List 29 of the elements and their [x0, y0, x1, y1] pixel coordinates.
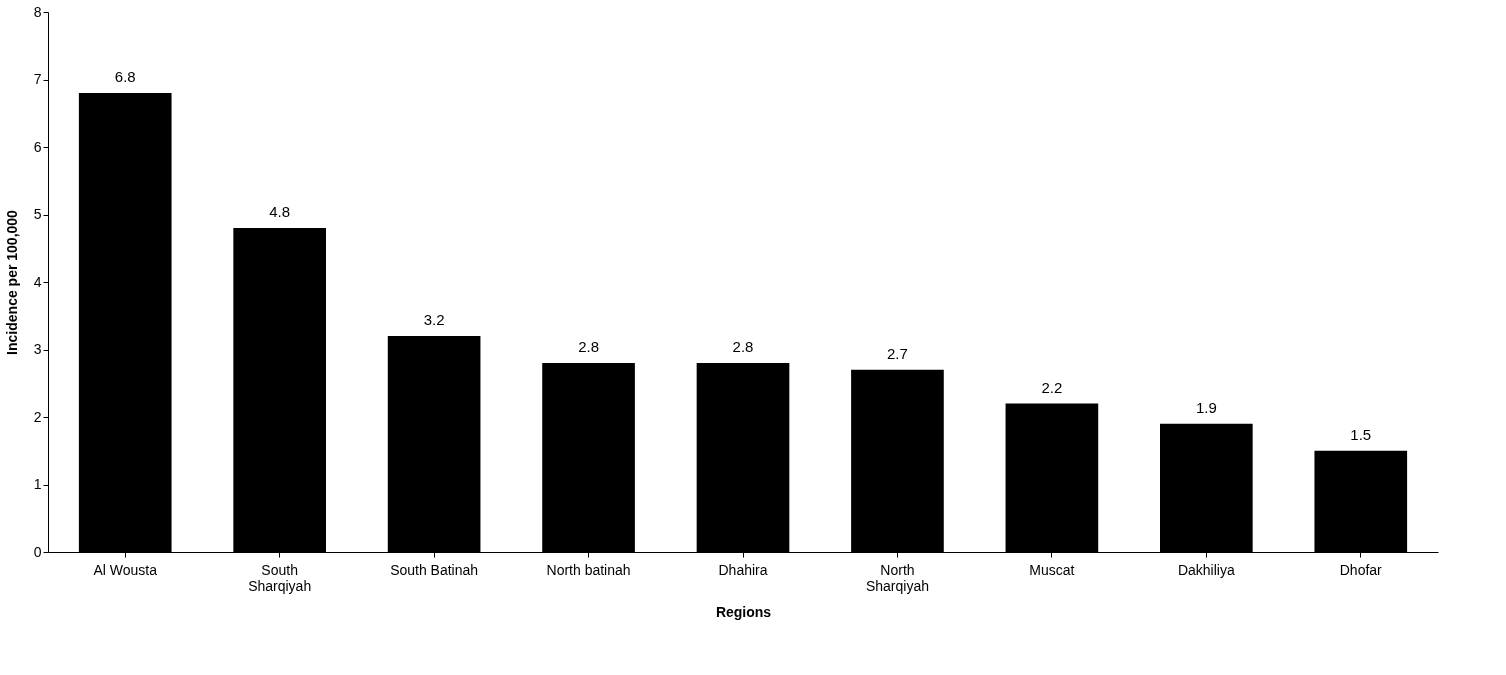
x-tick-label: Dhofar [1339, 561, 1383, 578]
y-tick-label: 8 [33, 3, 42, 20]
x-tick-label: Muscat [1029, 561, 1075, 578]
y-axis-title: Incidence per 100,000 [3, 209, 20, 355]
y-tick-label: 2 [33, 408, 42, 425]
data-label: 2.8 [732, 338, 754, 355]
y-tick-label: 6 [33, 138, 42, 155]
data-label: 4.8 [269, 203, 291, 220]
x-tick-label: South Sharqiyah [248, 561, 312, 594]
data-label: 1.9 [1195, 398, 1217, 416]
y-tick-label: 3 [33, 341, 42, 357]
x-tick-label: Dakhiliya [1177, 561, 1235, 578]
x-tick-label: Al Wousta [93, 561, 158, 578]
data-label: 6.8 [114, 68, 136, 85]
y-tick-label: 1 [33, 476, 42, 492]
x-tick-label: North batinah [546, 561, 631, 578]
x-axis-title: Regions [715, 603, 772, 620]
x-tick-label: South Batinah [390, 561, 479, 578]
y-tick-label: 7 [33, 71, 42, 87]
data-label: 1.5 [1350, 425, 1372, 443]
x-tick-label: Dhahira [718, 561, 768, 578]
data-label: 2.7 [887, 344, 908, 362]
x-tick-label: North Sharqiyah [865, 561, 929, 594]
y-tick-label: 4 [33, 273, 42, 290]
data-label: 3.2 [423, 311, 445, 328]
data-label: 2.8 [578, 338, 599, 355]
y-tick-label: 0 [33, 543, 42, 560]
data-label: 2.2 [1041, 378, 1063, 396]
y-tick-label: 5 [33, 206, 42, 222]
